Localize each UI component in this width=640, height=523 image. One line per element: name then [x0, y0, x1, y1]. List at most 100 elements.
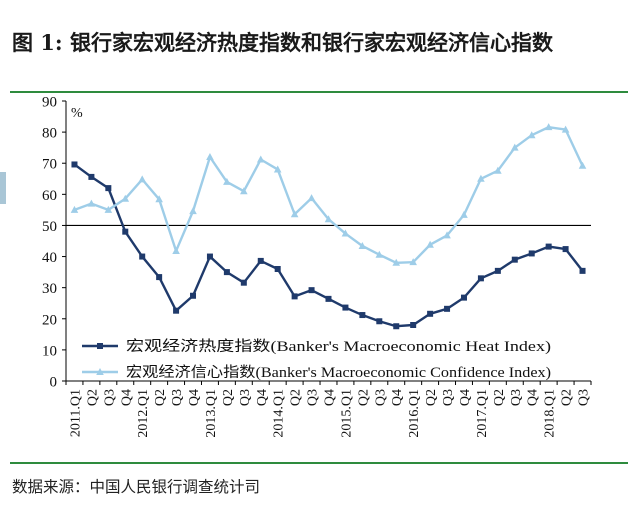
- series-1-point: [358, 241, 367, 249]
- series-1-point: [494, 166, 502, 174]
- series-0-point: [528, 250, 535, 257]
- x-tick-label: Q4: [119, 389, 134, 406]
- series-1-point: [307, 194, 316, 202]
- series-0-point: [240, 279, 247, 286]
- series-0-point: [393, 323, 400, 330]
- series-1-point: [561, 125, 570, 133]
- x-tick-label: Q2: [153, 389, 168, 406]
- x-tick-label: Q2: [492, 389, 507, 406]
- series-0-point: [173, 307, 180, 314]
- x-tick-label: Q4: [255, 389, 270, 406]
- series-0-point: [477, 275, 484, 282]
- y-tick-label: 0: [50, 375, 58, 391]
- series-1-point: [290, 210, 299, 218]
- x-tick-label: Q4: [526, 389, 541, 406]
- series-0-point: [579, 267, 586, 274]
- series-1-point: [409, 258, 417, 266]
- x-tick-label: 2014.Q1: [272, 389, 287, 438]
- series-0-point: [122, 228, 129, 235]
- series-0-point: [257, 257, 264, 264]
- x-tick-label: Q3: [577, 389, 592, 406]
- series-0-point: [88, 173, 95, 180]
- series-1-point: [189, 207, 197, 215]
- y-tick-label: 70: [42, 157, 57, 173]
- series-0-point: [139, 253, 146, 260]
- series-0-point: [71, 161, 78, 168]
- x-tick-label: 2017.Q1: [475, 389, 490, 438]
- series-1-point: [256, 155, 265, 163]
- chart-legend: 宏观经济热度指数(Banker's Macroeconomic Heat Ind…: [82, 338, 551, 381]
- series-1-point: [104, 205, 113, 213]
- series-0-point: [274, 266, 281, 272]
- series-1-point: [426, 240, 434, 248]
- series-0-point: [410, 322, 417, 328]
- source-divider: [10, 462, 628, 464]
- series-0-point: [156, 274, 163, 281]
- series-0-point: [291, 293, 298, 300]
- series-1-point: [155, 195, 163, 203]
- y-axis-unit-label: %: [71, 106, 83, 121]
- series-1-point: [460, 210, 468, 218]
- series-1-point: [70, 205, 79, 213]
- series-1-point: [578, 161, 587, 169]
- series-0-point: [376, 318, 383, 325]
- series-0-point: [105, 185, 112, 192]
- data-source-note: 数据来源：中国人民银行调查统计司: [12, 478, 261, 496]
- x-tick-label: Q3: [170, 389, 185, 406]
- series-1-point: [87, 199, 96, 207]
- x-tick-label: 2013.Q1: [204, 389, 219, 438]
- series-1-line: [74, 125, 584, 264]
- x-tick-label: 2012.Q1: [136, 389, 151, 438]
- series-1-point: [121, 194, 130, 202]
- series-1-point: [206, 153, 214, 160]
- series-1-point: [273, 165, 282, 173]
- series-1-point: [544, 123, 553, 131]
- series-1-point: [324, 215, 333, 223]
- series-0-point: [545, 243, 552, 250]
- series-0-point: [494, 267, 501, 274]
- x-tick-label: Q3: [238, 389, 253, 406]
- series-1-point: [138, 175, 147, 183]
- series-1-point: [477, 174, 485, 182]
- side-marker: [0, 172, 6, 204]
- x-tick-label: Q2: [85, 389, 100, 406]
- x-tick-label: 2015.Q1: [339, 389, 354, 438]
- y-tick-label: 10: [42, 343, 57, 359]
- chart-title: 图 1: 银行家宏观经济热度指数和银行家宏观经济信心指数: [12, 30, 553, 55]
- series-1-point: [375, 250, 384, 258]
- x-tick-label: Q2: [289, 389, 304, 406]
- x-tick-label: Q2: [221, 389, 236, 406]
- series-1-point: [223, 177, 231, 185]
- legend-1-marker: [96, 368, 104, 375]
- x-tick-label: Q3: [373, 389, 388, 406]
- series-0-point: [206, 253, 213, 260]
- chart-series: [70, 123, 587, 330]
- series-0-point: [342, 304, 349, 311]
- y-tick-label: 20: [42, 312, 57, 328]
- series-1-point: [527, 131, 536, 139]
- x-tick-label: Q3: [102, 389, 117, 406]
- y-tick-label: 50: [42, 219, 57, 235]
- series-0-point: [427, 310, 434, 317]
- x-tick-label: Q3: [306, 389, 321, 406]
- legend-1-label: 宏观经济信心指数(Banker's Macroeconomic Confiden…: [126, 364, 551, 381]
- series-1-point: [443, 231, 451, 239]
- legend-0-marker: [97, 343, 103, 349]
- series-0-point: [325, 295, 332, 302]
- legend-0-label: 宏观经济热度指数(Banker's Macroeconomic Heat Ind…: [126, 338, 551, 355]
- series-0-point: [359, 312, 366, 319]
- y-tick-label: 90: [42, 95, 57, 111]
- x-tick-label: Q3: [441, 389, 456, 406]
- series-0-point: [444, 305, 451, 312]
- x-tick-label: Q2: [424, 389, 439, 406]
- y-tick-label: 60: [42, 188, 57, 204]
- y-tick-label: 30: [42, 281, 57, 297]
- x-tick-label: Q4: [390, 389, 405, 406]
- title-divider: [10, 91, 628, 93]
- y-tick-label: 80: [42, 126, 57, 142]
- x-tick-label: 2016.Q1: [407, 389, 422, 438]
- series-0-point: [190, 292, 197, 299]
- series-0-point: [460, 294, 467, 301]
